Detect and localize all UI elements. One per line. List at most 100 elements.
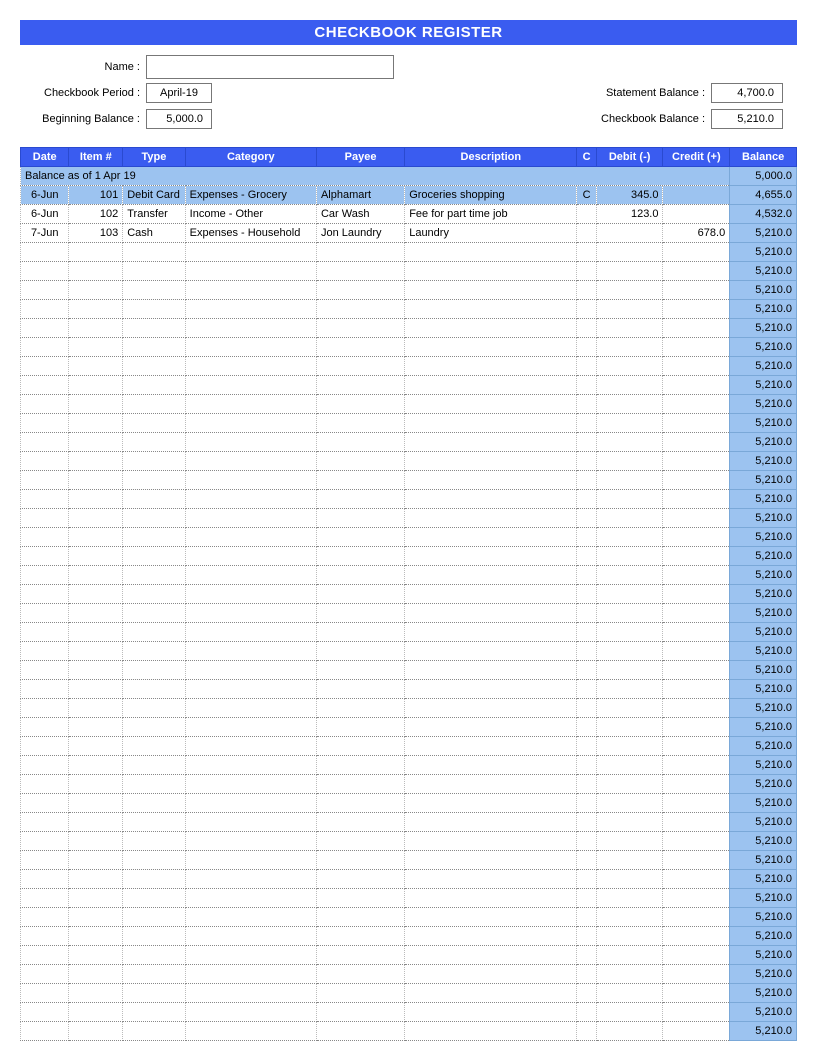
empty-cell[interactable] [123, 984, 185, 1003]
empty-cell[interactable] [21, 965, 69, 984]
empty-cell[interactable] [21, 661, 69, 680]
empty-cell[interactable] [69, 718, 123, 737]
empty-cell[interactable] [316, 737, 404, 756]
empty-cell[interactable] [185, 737, 316, 756]
cell-category[interactable]: Expenses - Grocery [185, 186, 316, 205]
cell-c[interactable]: C [577, 186, 596, 205]
empty-cell[interactable] [21, 927, 69, 946]
empty-cell[interactable] [69, 889, 123, 908]
empty-cell[interactable] [596, 433, 663, 452]
empty-cell[interactable] [663, 1003, 730, 1022]
empty-cell[interactable] [596, 813, 663, 832]
cell-credit[interactable] [663, 186, 730, 205]
empty-cell[interactable] [405, 699, 577, 718]
empty-cell[interactable] [316, 509, 404, 528]
empty-cell[interactable] [577, 281, 596, 300]
empty-cell[interactable] [663, 433, 730, 452]
empty-cell[interactable] [316, 756, 404, 775]
empty-cell[interactable] [21, 908, 69, 927]
empty-cell[interactable] [185, 281, 316, 300]
cell-item[interactable]: 101 [69, 186, 123, 205]
empty-cell[interactable] [596, 1003, 663, 1022]
empty-cell[interactable] [316, 566, 404, 585]
empty-cell[interactable] [316, 528, 404, 547]
empty-cell[interactable] [405, 357, 577, 376]
empty-cell[interactable] [316, 300, 404, 319]
empty-cell[interactable] [123, 338, 185, 357]
empty-cell[interactable] [123, 281, 185, 300]
cell-debit[interactable]: 345.0 [596, 186, 663, 205]
empty-cell[interactable] [185, 870, 316, 889]
empty-cell[interactable] [577, 661, 596, 680]
empty-cell[interactable] [577, 870, 596, 889]
empty-cell[interactable] [21, 889, 69, 908]
empty-cell[interactable] [185, 376, 316, 395]
empty-cell[interactable] [185, 509, 316, 528]
empty-cell[interactable] [316, 604, 404, 623]
name-input[interactable] [146, 55, 394, 79]
empty-cell[interactable] [577, 566, 596, 585]
empty-cell[interactable] [123, 851, 185, 870]
empty-cell[interactable] [405, 984, 577, 1003]
empty-cell[interactable] [316, 357, 404, 376]
empty-cell[interactable] [185, 908, 316, 927]
empty-cell[interactable] [577, 414, 596, 433]
empty-cell[interactable] [123, 870, 185, 889]
empty-cell[interactable] [663, 414, 730, 433]
empty-cell[interactable] [21, 851, 69, 870]
cell-credit[interactable] [663, 205, 730, 224]
empty-cell[interactable] [596, 680, 663, 699]
empty-cell[interactable] [405, 642, 577, 661]
empty-cell[interactable] [69, 414, 123, 433]
empty-cell[interactable] [185, 585, 316, 604]
empty-cell[interactable] [663, 946, 730, 965]
empty-cell[interactable] [577, 1003, 596, 1022]
empty-cell[interactable] [21, 509, 69, 528]
empty-cell[interactable] [577, 452, 596, 471]
empty-cell[interactable] [316, 661, 404, 680]
empty-cell[interactable] [123, 623, 185, 642]
empty-cell[interactable] [69, 395, 123, 414]
empty-cell[interactable] [663, 509, 730, 528]
empty-cell[interactable] [596, 281, 663, 300]
cell-debit[interactable] [596, 224, 663, 243]
empty-cell[interactable] [123, 642, 185, 661]
empty-cell[interactable] [596, 395, 663, 414]
empty-cell[interactable] [185, 623, 316, 642]
empty-cell[interactable] [405, 832, 577, 851]
empty-cell[interactable] [405, 851, 577, 870]
empty-cell[interactable] [596, 547, 663, 566]
empty-cell[interactable] [69, 832, 123, 851]
empty-cell[interactable] [69, 870, 123, 889]
empty-cell[interactable] [123, 471, 185, 490]
empty-cell[interactable] [69, 908, 123, 927]
empty-cell[interactable] [663, 300, 730, 319]
empty-cell[interactable] [21, 984, 69, 1003]
empty-cell[interactable] [21, 604, 69, 623]
empty-cell[interactable] [663, 718, 730, 737]
empty-cell[interactable] [596, 984, 663, 1003]
empty-cell[interactable] [577, 756, 596, 775]
cell-type[interactable]: Cash [123, 224, 185, 243]
empty-cell[interactable] [405, 300, 577, 319]
empty-cell[interactable] [577, 604, 596, 623]
empty-cell[interactable] [405, 927, 577, 946]
empty-cell[interactable] [316, 794, 404, 813]
empty-cell[interactable] [185, 718, 316, 737]
empty-cell[interactable] [577, 490, 596, 509]
empty-cell[interactable] [596, 661, 663, 680]
empty-cell[interactable] [577, 699, 596, 718]
empty-cell[interactable] [596, 490, 663, 509]
empty-cell[interactable] [69, 433, 123, 452]
empty-cell[interactable] [185, 813, 316, 832]
empty-cell[interactable] [185, 262, 316, 281]
empty-cell[interactable] [405, 908, 577, 927]
empty-cell[interactable] [69, 927, 123, 946]
empty-cell[interactable] [21, 832, 69, 851]
empty-cell[interactable] [316, 623, 404, 642]
empty-cell[interactable] [663, 319, 730, 338]
empty-cell[interactable] [69, 642, 123, 661]
empty-cell[interactable] [577, 300, 596, 319]
empty-cell[interactable] [596, 908, 663, 927]
empty-cell[interactable] [663, 794, 730, 813]
